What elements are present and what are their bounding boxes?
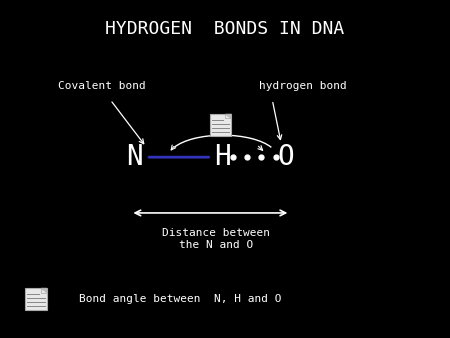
Text: Covalent bond: Covalent bond [58,81,146,91]
Text: H: H [214,143,231,171]
FancyBboxPatch shape [25,288,47,310]
Text: O: O [277,143,294,171]
Text: N: N [126,143,144,171]
Polygon shape [41,288,47,292]
Text: HYDROGEN  BONDS IN DNA: HYDROGEN BONDS IN DNA [105,20,345,38]
Text: Bond angle between  N, H and O: Bond angle between N, H and O [79,294,281,304]
FancyBboxPatch shape [210,114,231,136]
Text: hydrogen bond: hydrogen bond [259,81,346,91]
Text: Distance between
the N and O: Distance between the N and O [162,228,270,250]
Polygon shape [225,114,231,119]
